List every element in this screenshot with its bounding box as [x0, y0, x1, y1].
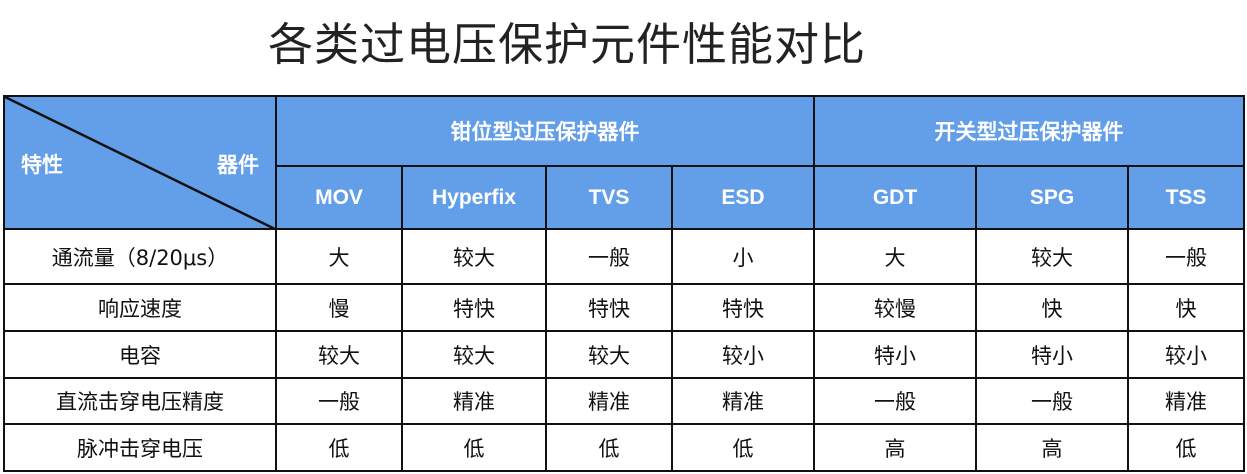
table-cell: 一般	[545, 228, 673, 285]
comparison-table: 特性 器件 钳位型过压保护器件 开关型过压保护器件 MOV Hyperfix TVS…	[3, 95, 1245, 472]
table-cell: 较小	[1127, 330, 1245, 379]
column-header: GDT	[813, 165, 977, 230]
table-cell: 大	[275, 228, 403, 285]
column-header: SPG	[975, 165, 1129, 230]
table-cell: 低	[275, 423, 403, 472]
row-label: 脉冲击穿电压	[3, 423, 277, 472]
table-cell: 特快	[545, 283, 673, 332]
table-row: 直流击穿电压精度 一般 精准 精准 精准 一般 一般 精准	[3, 377, 1245, 425]
table-cell: 低	[1127, 423, 1245, 472]
table-cell: 低	[545, 423, 673, 472]
table-cell: 特小	[813, 330, 977, 379]
column-header: ESD	[671, 165, 815, 230]
table-cell: 低	[671, 423, 815, 472]
row-label: 电容	[3, 330, 277, 379]
table-row: 脉冲击穿电压低低低低高高低	[3, 423, 1245, 472]
table-cell: 特快	[401, 283, 547, 332]
table-cell: 快	[975, 283, 1129, 332]
table-row: 响应速度慢特快 特快 特快 较慢快快	[3, 283, 1245, 332]
table-cell: 大	[813, 228, 977, 285]
table-cell: 高	[975, 423, 1129, 472]
table-cell: 较大	[275, 330, 403, 379]
table-cell: 精准	[545, 377, 673, 425]
table-cell: 一般	[1127, 228, 1245, 285]
table-cell: 一般	[813, 377, 977, 425]
corner-header-cell: 特性 器件	[3, 95, 277, 230]
table-cell: 小	[671, 228, 815, 285]
table-cell: 低	[401, 423, 547, 472]
column-header: MOV	[275, 165, 403, 230]
table-cell: 精准	[671, 377, 815, 425]
table-cell: 一般	[275, 377, 403, 425]
table-cell: 较小	[671, 330, 815, 379]
table-cell: 精准	[1127, 377, 1245, 425]
table-row: 通流量（8/20μs）大较大 一般小大较大 一般	[3, 228, 1245, 285]
table-cell: 特快	[671, 283, 815, 332]
column-header: TVS	[545, 165, 673, 230]
table-cell: 一般	[975, 377, 1129, 425]
table-cell: 较大	[401, 228, 547, 285]
table-cell: 较大	[975, 228, 1129, 285]
row-label: 通流量（8/20μs）	[3, 228, 277, 285]
table-cell: 较大	[401, 330, 547, 379]
row-label: 响应速度	[3, 283, 277, 332]
page-title: 各类过电压保护元件性能对比	[268, 18, 867, 71]
table-row: 电容 较大 较大 较大 较小 特小 特小 较小	[3, 330, 1245, 379]
table-cell: 较慢	[813, 283, 977, 332]
corner-label-device: 器件	[217, 154, 259, 177]
table-cell: 较大	[545, 330, 673, 379]
row-label: 直流击穿电压精度	[3, 377, 277, 425]
group-header-switching: 开关型过压保护器件	[813, 95, 1245, 167]
corner-label-property: 特性	[21, 154, 63, 177]
column-header: Hyperfix	[401, 165, 547, 230]
table-cell: 特小	[975, 330, 1129, 379]
table-cell: 精准	[401, 377, 547, 425]
table-cell: 慢	[275, 283, 403, 332]
group-header-clamping: 钳位型过压保护器件	[275, 95, 815, 167]
table-cell: 高	[813, 423, 977, 472]
table-cell: 快	[1127, 283, 1245, 332]
column-header: TSS	[1127, 165, 1245, 230]
